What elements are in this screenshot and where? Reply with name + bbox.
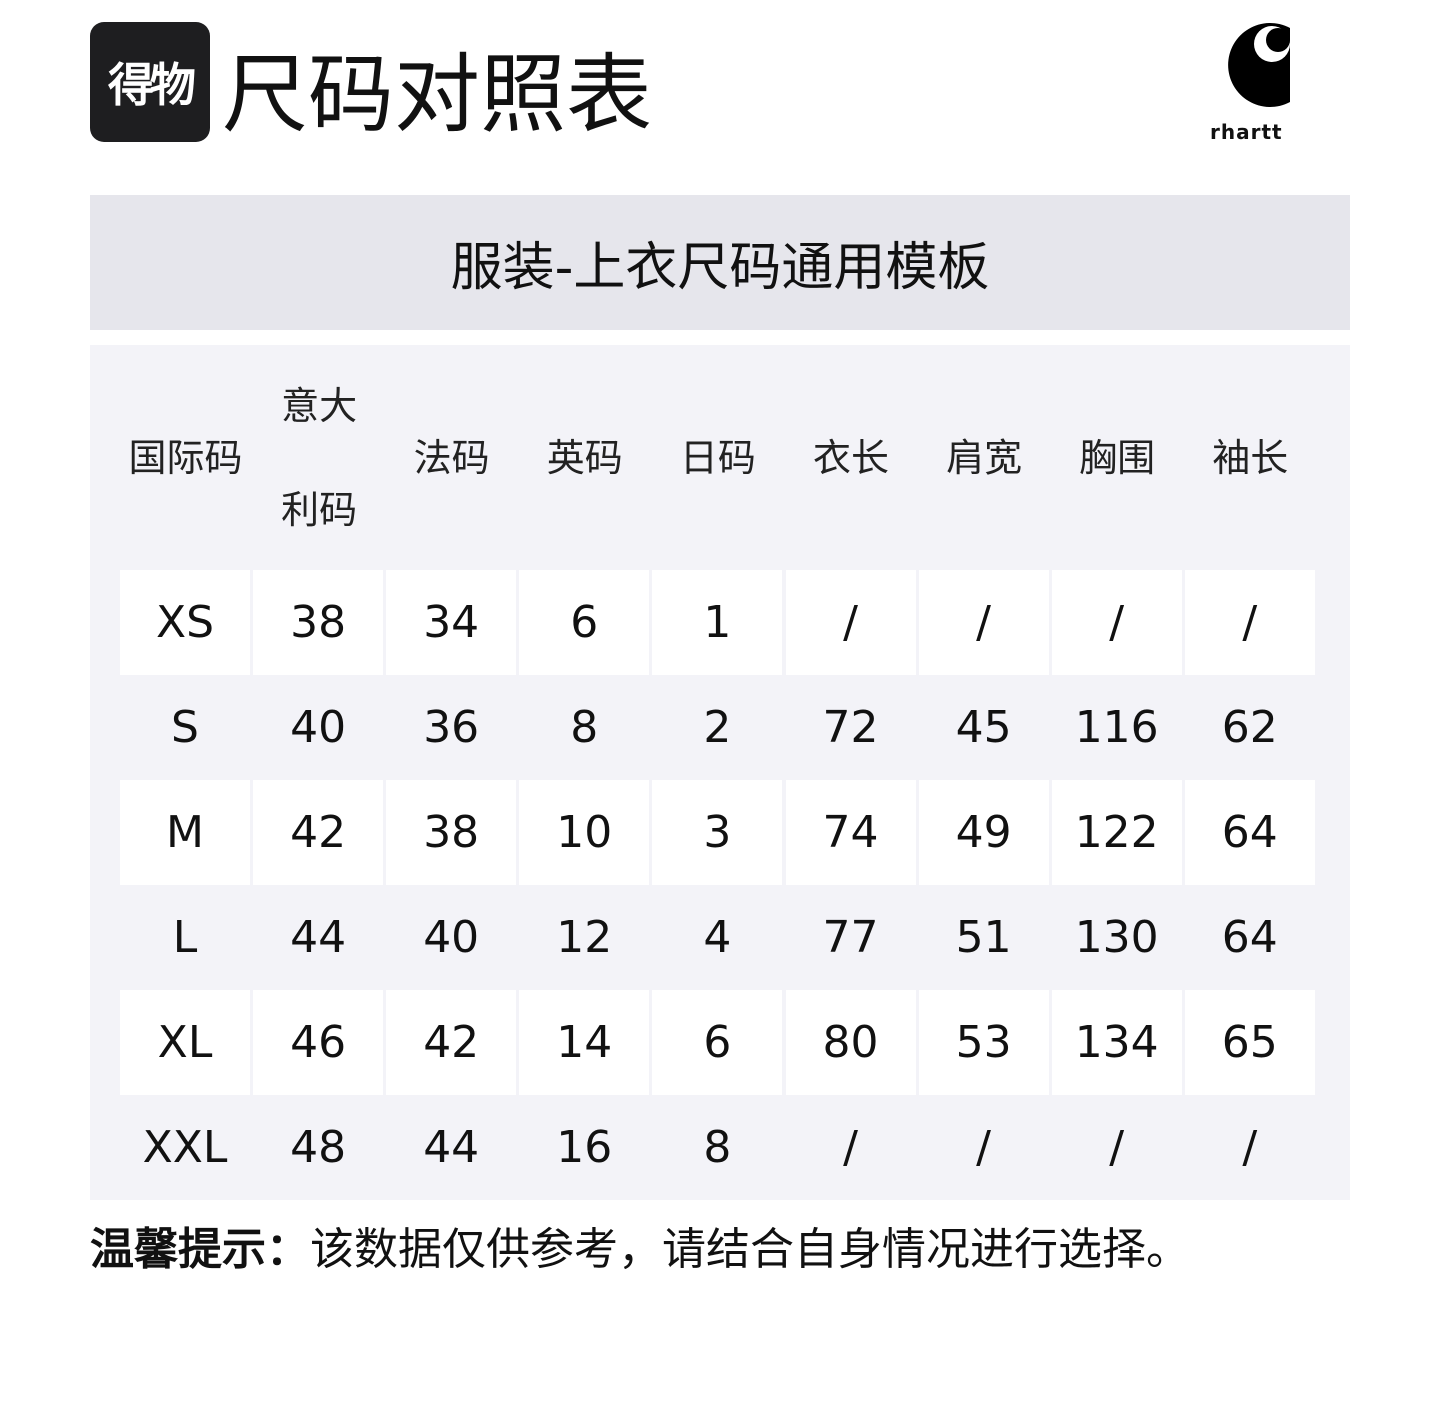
table-cell: 80	[785, 990, 916, 1095]
table-cell: 53	[918, 990, 1049, 1095]
size-table: 国际码 意大利码 法码 英码 日码 衣长 肩宽 胸围 袖长 XS 38 34 6 1// / / S 40 36 8 2…	[90, 345, 1350, 1200]
column-header: 英码	[546, 435, 623, 480]
table-row: XXL 48 44 16 8 / / / /	[120, 1095, 1318, 1200]
table-cell: XXL	[142, 1122, 228, 1173]
table-cell: 3	[652, 780, 783, 885]
table-cell: 64	[1184, 780, 1315, 885]
table-cell: 8	[703, 1122, 732, 1173]
page-title: 尺码对照表	[222, 45, 652, 145]
table-row: XS 38 34 6 1// / /	[120, 570, 1318, 675]
tip-text: 温馨提示：该数据仅供参考，请结合自身情况进行选择。	[90, 1218, 1190, 1282]
table-cell: L	[172, 912, 198, 963]
table-cell: 74	[785, 780, 916, 885]
table-cell: 116	[1074, 702, 1159, 753]
table-cell: S	[171, 702, 199, 753]
table-cell: 38	[253, 570, 384, 675]
table-cell: 65	[1184, 990, 1315, 1095]
table-cell: 2	[703, 702, 732, 753]
table-cell: 1	[652, 570, 783, 675]
table-cell: 12	[556, 912, 613, 963]
table-cell: 44	[423, 1122, 480, 1173]
table-cell: XS	[120, 570, 250, 675]
table-cell: /	[1184, 570, 1315, 675]
tip-body: 该数据仅供参考，请结合自身情况进行选择。	[310, 1224, 1190, 1275]
table-cell: 130	[1074, 912, 1159, 963]
column-header: 袖长	[1212, 435, 1289, 480]
table-cell: 42	[253, 780, 384, 885]
table-cell: /	[1242, 1122, 1258, 1173]
column-header: 法码	[413, 435, 490, 480]
table-cell: 64	[1221, 912, 1278, 963]
table-cell: 40	[290, 702, 347, 753]
column-header: 国际码	[128, 435, 243, 480]
table-cell: M	[120, 780, 250, 885]
table-cell: /	[918, 570, 1049, 675]
column-header: 肩宽	[946, 435, 1023, 480]
table-cell: 42	[386, 990, 517, 1095]
table-cell: 6	[519, 570, 650, 675]
column-header: 意大利码	[281, 383, 358, 532]
table-cell: 51	[955, 912, 1012, 963]
carhartt-logo: rhartt	[1206, 22, 1298, 146]
table-cell: 36	[423, 702, 480, 753]
table-cell: /	[976, 1122, 991, 1173]
table-cell: 14	[519, 990, 650, 1095]
table-cell: 40	[423, 912, 480, 963]
table-cell: /	[1051, 570, 1182, 675]
table-cell: 16	[556, 1122, 613, 1173]
table-cell: /	[843, 1122, 858, 1173]
table-cell: 38	[386, 780, 517, 885]
table-cell: 134	[1051, 990, 1182, 1095]
table-cell: 48	[290, 1122, 347, 1173]
table-cell: 34	[386, 570, 517, 675]
table-cell: 6	[652, 990, 783, 1095]
table-cell: 62	[1221, 702, 1278, 753]
table-cell: 72	[822, 702, 879, 753]
table-cell: 46	[253, 990, 384, 1095]
table-row: L 44 40 12 4 77 51 130 64	[120, 885, 1318, 990]
column-header: 日码	[679, 435, 756, 480]
template-subtitle: 服装-上衣尺码通用模板	[90, 195, 1350, 330]
table-cell: 4	[703, 912, 732, 963]
dewu-logo: 得物	[90, 22, 210, 142]
table-cell: XL	[120, 990, 250, 1095]
table-cell: 45	[955, 702, 1012, 753]
table-row: M 42 38 10 3 74 49 122 64	[120, 780, 1318, 885]
table-cell: 77	[822, 912, 879, 963]
tip-label: 温馨提示：	[90, 1224, 310, 1275]
table-cell: /	[1109, 1122, 1125, 1173]
table-row: XL 46 42 14 6 80 53 134 65	[120, 990, 1318, 1095]
table-row: S 40 36 8 2 72 45 116 62	[120, 675, 1318, 780]
column-header: 衣长	[812, 435, 889, 480]
table-cell: 49	[918, 780, 1049, 885]
table-cell: /	[785, 570, 916, 675]
table-cell: 10	[519, 780, 650, 885]
table-cell: 122	[1051, 780, 1182, 885]
logo-text: rhartt	[1210, 120, 1283, 144]
carhartt-c-icon	[1228, 23, 1290, 107]
table-cell: 8	[570, 702, 599, 753]
column-header: 胸围	[1079, 435, 1156, 480]
table-cell: 44	[290, 912, 347, 963]
